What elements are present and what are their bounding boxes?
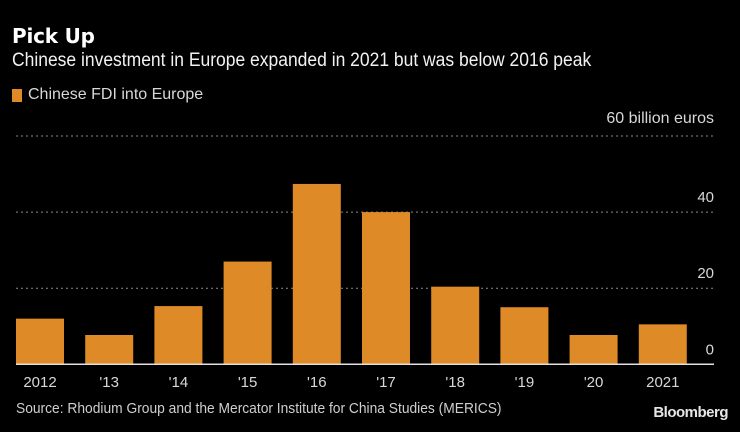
x-tick-label: '17 bbox=[376, 374, 396, 391]
bar-19 bbox=[500, 307, 549, 365]
x-tick-label: '20 bbox=[584, 374, 604, 391]
x-tick-label: 2012 bbox=[23, 374, 56, 391]
x-tick-label: '13 bbox=[99, 374, 119, 391]
bar-16 bbox=[292, 183, 341, 365]
y-tick-label: 0 bbox=[706, 341, 714, 358]
bar-13 bbox=[85, 335, 134, 365]
x-tick-label: '14 bbox=[169, 374, 189, 391]
bar-14 bbox=[154, 306, 203, 365]
legend-label: Chinese FDI into Europe bbox=[28, 86, 204, 103]
x-tick-label: '15 bbox=[238, 374, 258, 391]
bloomberg-logo: Bloomberg bbox=[653, 404, 728, 421]
y-axis-units-label: 60 billion euros bbox=[606, 110, 714, 127]
legend: Chinese FDI into Europe bbox=[12, 86, 203, 104]
chart-subtitle: Chinese investment in Europe expanded in… bbox=[12, 50, 592, 71]
x-tick-label: 2021 bbox=[646, 374, 679, 391]
x-tick-label: '19 bbox=[515, 374, 535, 391]
source-note: Source: Rhodium Group and the Mercator I… bbox=[16, 400, 502, 417]
y-tick-label: 40 bbox=[697, 189, 714, 206]
bar-2012 bbox=[16, 318, 64, 365]
bar-18 bbox=[431, 286, 480, 365]
legend-swatch-icon bbox=[12, 88, 22, 102]
x-tick-label: '18 bbox=[445, 374, 465, 391]
x-tick-label: '16 bbox=[307, 374, 327, 391]
bar-2021 bbox=[638, 324, 687, 365]
bar-20 bbox=[569, 335, 618, 365]
bar-17 bbox=[362, 212, 410, 365]
chart-title: Pick Up bbox=[12, 24, 95, 48]
y-tick-label: 20 bbox=[697, 265, 714, 282]
bar-15 bbox=[223, 261, 272, 365]
